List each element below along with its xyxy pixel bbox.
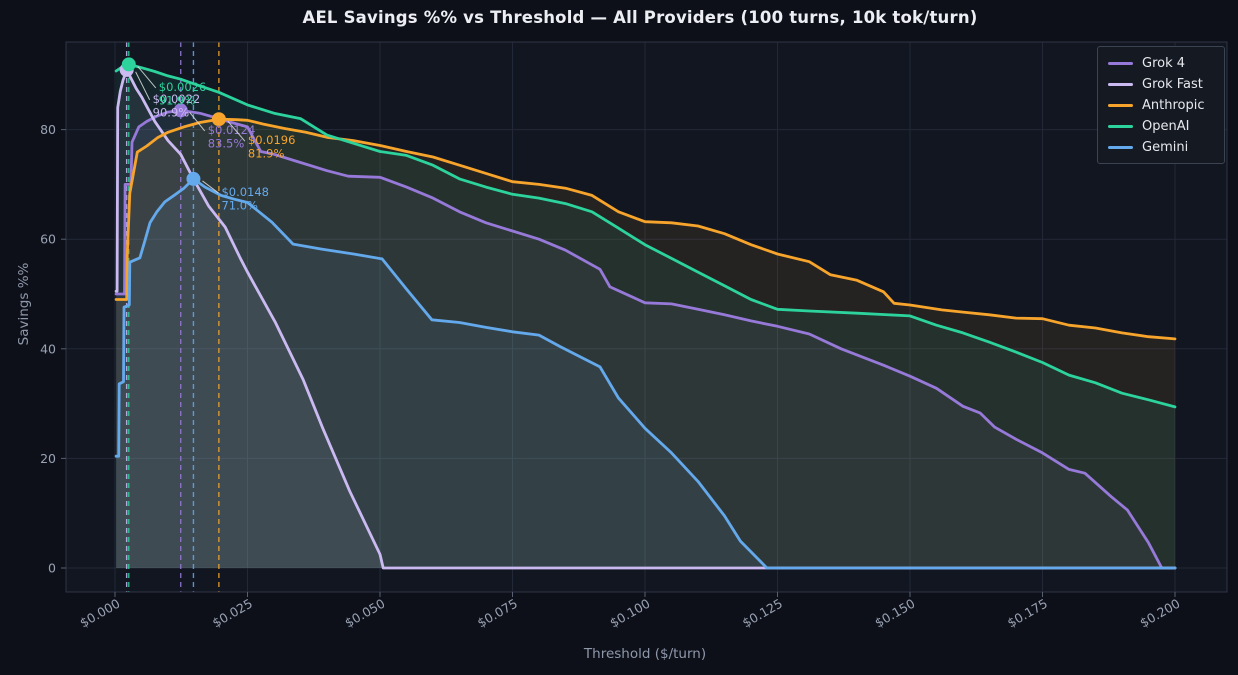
- peak-dot-openai: [121, 57, 136, 72]
- area-fill-gemini: [116, 178, 1176, 568]
- annotation-cost-gemini: $0.0148: [221, 185, 269, 199]
- legend-item-gemini: Gemini: [1108, 140, 1216, 155]
- legend-swatch-gemini: [1108, 145, 1133, 150]
- x-tick-label: $0.150: [872, 596, 917, 631]
- x-tick-label: $0.050: [342, 596, 387, 631]
- annotation-cost-openai: $0.0026: [159, 80, 207, 94]
- y-axis-label: Savings %%: [16, 262, 32, 346]
- x-axis-label: Threshold ($/turn): [583, 646, 707, 662]
- y-tick-label: 0: [48, 561, 56, 576]
- area-fills: [116, 64, 1176, 569]
- x-tick-label: $0.075: [475, 596, 520, 631]
- y-tick-label: 20: [40, 451, 56, 466]
- legend-item-grok-4: Grok 4: [1108, 56, 1216, 71]
- x-tick-label: $0.125: [740, 596, 785, 631]
- annotation-pct-grok-fast: 90.9%: [153, 105, 190, 119]
- annotation-cost-grok-4: $0.0124: [208, 123, 256, 137]
- legend-swatch-grok-fast: [1108, 82, 1133, 87]
- x-tick-label: $0.100: [607, 596, 652, 631]
- legend-item-anthropic: Anthropic: [1108, 98, 1216, 113]
- annotation-cost-grok-fast: $0.0022: [153, 92, 201, 106]
- legend-label: Anthropic: [1142, 98, 1205, 113]
- area-fill-grok-4: [116, 110, 1176, 569]
- peak-dot-anthropic: [211, 112, 226, 127]
- peak-dot-gemini: [186, 171, 201, 186]
- legend-label: Gemini: [1142, 140, 1189, 155]
- x-tick-label: $0.000: [77, 596, 122, 631]
- annotation-arrow-openai: [137, 66, 157, 89]
- annotation-cost-anthropic: $0.0196: [248, 133, 296, 147]
- peak-markers: [119, 57, 226, 186]
- annotation-pct-gemini: 71.0%: [221, 198, 258, 212]
- legend-swatch-openai: [1108, 124, 1133, 129]
- area-fill-openai: [116, 64, 1176, 569]
- x-tick-label: $0.025: [210, 596, 255, 631]
- annotation-arrow-grok-4: [189, 112, 206, 132]
- x-tick-label: $0.175: [1005, 596, 1050, 631]
- annotation-arrow-anthropic: [227, 120, 246, 142]
- series-line-gemini: [114, 177, 1177, 570]
- annotation-pct-openai: 91.9%: [159, 93, 196, 107]
- annotation-arrow-gemini: [202, 180, 219, 194]
- legend: Grok 4 Grok Fast Anthropic OpenAI Gemini: [1097, 46, 1225, 164]
- series-lines: [114, 63, 1177, 570]
- y-tick-label: 60: [40, 232, 56, 247]
- area-fill-grok-fast: [116, 69, 1176, 569]
- y-tick-label: 80: [40, 122, 56, 137]
- y-tick-label: 40: [40, 341, 56, 356]
- plot-frame: [65, 41, 1228, 593]
- annotation-arrow-grok-fast: [135, 71, 151, 101]
- area-fill-anthropic: [116, 119, 1176, 568]
- legend-item-openai: OpenAI: [1108, 119, 1216, 134]
- peak-marker-lines: [125, 42, 220, 592]
- series-line-grok-fast: [114, 68, 1177, 570]
- legend-label: Grok Fast: [1142, 77, 1203, 92]
- annotation-pct-grok-4: 83.5%: [208, 136, 245, 150]
- series-line-openai: [114, 63, 1177, 409]
- plot-area: [66, 42, 1227, 592]
- legend-swatch-anthropic: [1108, 103, 1133, 108]
- chart-title: AEL Savings %% vs Threshold — All Provid…: [302, 8, 978, 27]
- x-tick-label: $0.200: [1137, 596, 1182, 631]
- legend-label: Grok 4: [1142, 56, 1186, 71]
- annotation-pct-anthropic: 81.9%: [248, 147, 285, 161]
- legend-swatch-grok-4: [1108, 61, 1133, 66]
- legend-label: OpenAI: [1142, 119, 1190, 134]
- peak-dot-grok-4: [173, 103, 188, 118]
- series-line-anthropic: [114, 117, 1177, 341]
- legend-item-grok-fast: Grok Fast: [1108, 77, 1216, 92]
